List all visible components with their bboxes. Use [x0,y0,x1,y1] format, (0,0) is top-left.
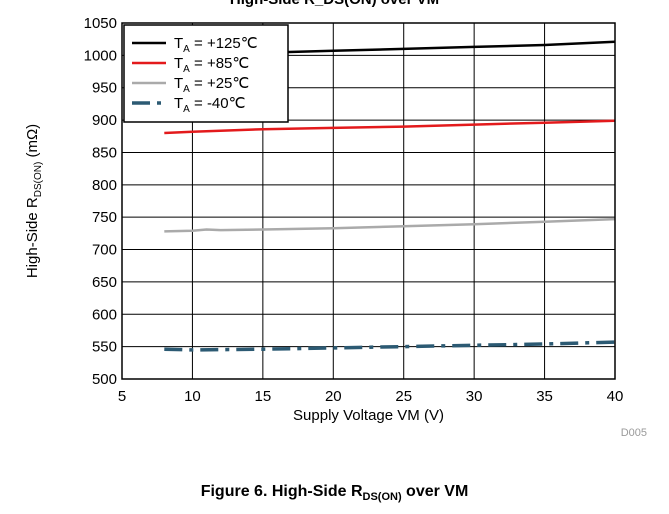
caption-main: Figure 6. High-Side R [200,483,363,500]
series-line-2 [164,119,616,135]
y-axis-label: High-Side RDS(ON) (mΩ) [24,124,44,278]
series-line-4 [164,340,616,352]
x-tick-label: 20 [325,388,342,405]
plot-border [121,22,616,380]
y-axis-label-unit: (mΩ) [24,124,41,162]
y-tick-label: 1050 [84,15,117,32]
series-line-3 [164,217,616,233]
x-tick-label: 10 [184,388,201,405]
x-tick-label: 5 [118,388,126,405]
x-tick-label: 30 [466,388,483,405]
y-axis-label-sub: DS(ON) [33,162,44,198]
top-title-fragment: High-Side R_DS(ON) over VM [0,0,669,8]
y-tick-label: 800 [92,177,117,194]
y-tick-label: 700 [92,242,117,259]
figure-id-label: D005 [621,427,647,439]
legend-label-1: TA = +125℃ [174,35,258,55]
x-tick-label: 15 [255,388,272,405]
y-tick-label: 1000 [84,47,117,64]
y-axis-label-main: High-Side R [24,197,41,278]
y-tick-label: 500 [92,371,117,388]
x-tick-label: 35 [536,388,553,405]
x-tick-label: 25 [395,388,412,405]
y-tick-label: 600 [92,306,117,323]
caption-tail: over VM [401,483,469,500]
legend-label-3: TA = +25℃ [174,75,249,95]
x-tick-label: 40 [607,388,624,405]
legend-label-2: TA = +85℃ [174,55,249,75]
y-tick-label: 750 [92,209,117,226]
figure-caption: Figure 6. High-Side RDS(ON) over VM [0,483,669,503]
x-axis-label: Supply Voltage VM (V) [293,407,444,424]
legend-box [123,24,289,123]
top-title-text: High-Side R_DS(ON) over VM [230,0,439,8]
y-tick-label: 550 [92,339,117,356]
y-tick-label: 950 [92,80,117,97]
y-tick-label: 850 [92,144,117,161]
y-tick-label: 650 [92,274,117,291]
chart: 5 10 15 20 25 30 35 40 500 550 600 650 700 750 800 850 9… [24,15,647,439]
legend-label-4: TA = -40℃ [174,95,245,115]
tick-labels: 5 10 15 20 25 30 35 40 500 550 600 650 700 750 800 850 9… [84,15,624,405]
caption-sub: DS(ON) [362,491,402,504]
legend: TA = +125℃TA = +85℃TA = +25℃TA = -40℃ [123,24,289,123]
y-tick-label: 900 [92,112,117,129]
